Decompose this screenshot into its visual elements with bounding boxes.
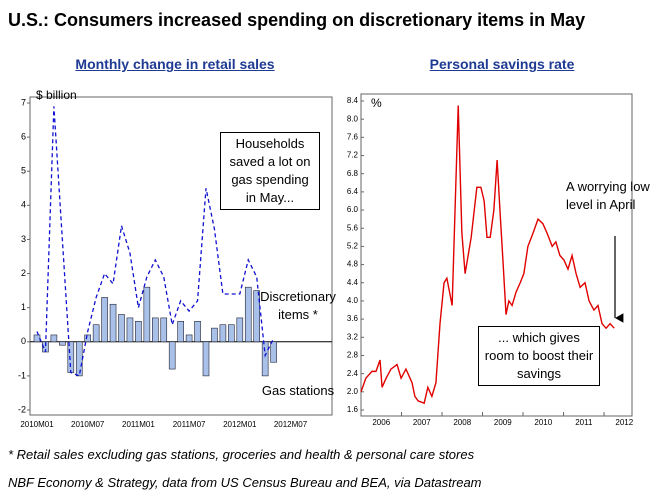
y-tick-label: 2.4 — [347, 369, 359, 378]
y-tick-label: 2.8 — [347, 351, 359, 360]
y-tick-label: -1 — [18, 370, 26, 380]
bar — [219, 324, 227, 343]
footnote: * Retail sales excluding gas stations, g… — [8, 447, 475, 462]
annotation: A worrying low level in April — [566, 179, 650, 212]
line — [360, 105, 615, 405]
y-tick-label: 5.2 — [347, 242, 359, 251]
bar — [185, 334, 193, 343]
bar — [160, 317, 168, 343]
y-tick-label: 2 — [21, 268, 26, 278]
panel-title: Personal savings rate — [429, 56, 575, 72]
annotation: Households saved a lot on gas spending i… — [220, 132, 320, 210]
x-tick-label: 2007 — [413, 418, 431, 427]
bar — [168, 341, 176, 370]
title: U.S.: Consumers increased spending on di… — [8, 10, 586, 30]
y-tick-label: 5 — [21, 166, 26, 176]
footnote: NBF Economy & Strategy, data from US Cen… — [8, 475, 482, 490]
bar — [33, 334, 41, 343]
x-tick-label: 2009 — [494, 418, 512, 427]
y-tick-label: 0 — [21, 336, 26, 346]
bar — [143, 286, 151, 343]
y-tick-label: 1.6 — [347, 405, 359, 414]
panel-title: Monthly change in retail sales — [75, 56, 275, 72]
bar — [84, 334, 91, 343]
y-tick-label: 6 — [21, 131, 26, 141]
y-tick-label: 8.0 — [347, 114, 359, 123]
y-tick-label: 7.2 — [347, 151, 359, 160]
bar — [101, 297, 108, 343]
series-label: Gas stations — [261, 383, 335, 398]
bar — [236, 317, 244, 343]
x-tick-label: 2011M01 — [122, 420, 155, 429]
y-tick-label: 6.8 — [347, 169, 359, 178]
bar — [228, 324, 235, 343]
y-tick-label: 2.0 — [347, 387, 359, 396]
y-tick-label: 7.6 — [347, 132, 359, 141]
y-tick-label: -2 — [18, 404, 26, 414]
bar — [202, 341, 210, 377]
bar — [109, 303, 117, 343]
bar — [92, 324, 100, 343]
y-tick-label: 4.8 — [347, 260, 359, 269]
bar — [126, 317, 134, 343]
bar — [152, 317, 159, 343]
x-tick-label: 2010M07 — [71, 420, 105, 429]
bar — [253, 290, 260, 343]
right-frame — [360, 93, 633, 417]
y-tick-label: 4.4 — [347, 278, 359, 287]
y-tick-label: 4 — [21, 200, 26, 210]
bar — [50, 334, 58, 343]
x-tick-label: 2006 — [372, 418, 390, 427]
x-tick-label: 2010M01 — [20, 420, 54, 429]
left-frame — [29, 96, 333, 416]
annotation: ... which gives room to boost their savi… — [478, 326, 600, 386]
y-tick-label: 8.4 — [347, 96, 359, 105]
y-tick-label: 4.0 — [347, 296, 359, 305]
x-tick-label: 2011 — [575, 418, 593, 427]
x-tick-label: 2012M01 — [223, 420, 257, 429]
line — [36, 106, 275, 377]
y-label: % — [371, 96, 382, 110]
bar — [261, 341, 269, 377]
bar — [59, 341, 66, 346]
bar — [67, 341, 75, 373]
x-tick-label: 2008 — [453, 418, 471, 427]
bar — [244, 286, 252, 343]
y-tick-label: 1 — [21, 302, 26, 312]
bar — [118, 314, 125, 343]
y-tick-label: 6.0 — [347, 205, 359, 214]
y-tick-label: 7 — [21, 97, 26, 107]
y-label: $ billion — [36, 88, 77, 102]
bar — [194, 321, 201, 343]
bar — [135, 321, 142, 343]
y-tick-label: 3 — [21, 234, 26, 244]
bar — [211, 327, 218, 343]
series-label: Discretionary items * — [260, 289, 336, 322]
x-tick-label: 2012 — [615, 418, 633, 427]
y-tick-label: 6.4 — [347, 187, 359, 196]
y-tick-label: 3.2 — [347, 332, 359, 341]
y-tick-label: 5.6 — [347, 223, 359, 232]
y-tick-label: 3.6 — [347, 314, 359, 323]
bar — [177, 321, 184, 343]
x-tick-label: 2012M07 — [274, 420, 308, 429]
bar — [270, 341, 277, 363]
x-tick-label: 2011M07 — [173, 420, 206, 429]
x-tick-label: 2010 — [534, 418, 552, 427]
bar — [75, 341, 83, 377]
